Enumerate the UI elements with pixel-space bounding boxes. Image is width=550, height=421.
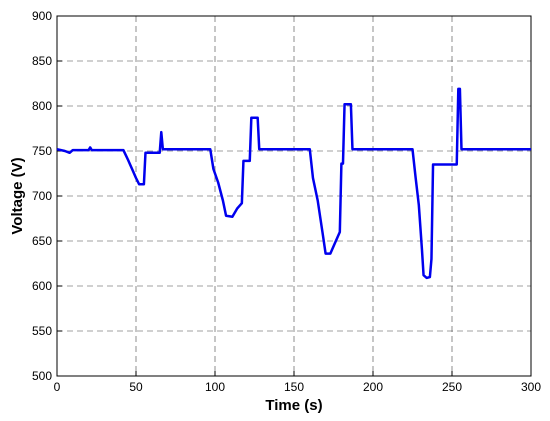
y-axis-label: Voltage (V) bbox=[9, 157, 26, 234]
x-axis-label: Time (s) bbox=[265, 397, 322, 414]
x-tick-label: 300 bbox=[521, 380, 541, 394]
plot-frame bbox=[56, 15, 532, 377]
x-tick-label: 0 bbox=[54, 380, 61, 394]
y-tick-label: 500 bbox=[32, 369, 52, 383]
x-tick-label: 150 bbox=[284, 380, 304, 394]
y-tick-label: 800 bbox=[32, 99, 52, 113]
y-tick-label: 900 bbox=[32, 9, 52, 23]
x-tick-label: 250 bbox=[442, 380, 462, 394]
data-line bbox=[56, 87, 531, 280]
x-tick-label: 50 bbox=[129, 380, 143, 394]
y-tick-label: 650 bbox=[32, 234, 52, 248]
y-tick-label: 600 bbox=[32, 279, 52, 293]
y-tick-label: 750 bbox=[32, 144, 52, 158]
y-tick-label: 700 bbox=[32, 189, 52, 203]
x-tick-label: 200 bbox=[363, 380, 383, 394]
x-tick-label: 100 bbox=[205, 380, 225, 394]
y-tick-label: 850 bbox=[32, 54, 52, 68]
y-tick-label: 550 bbox=[32, 324, 52, 338]
